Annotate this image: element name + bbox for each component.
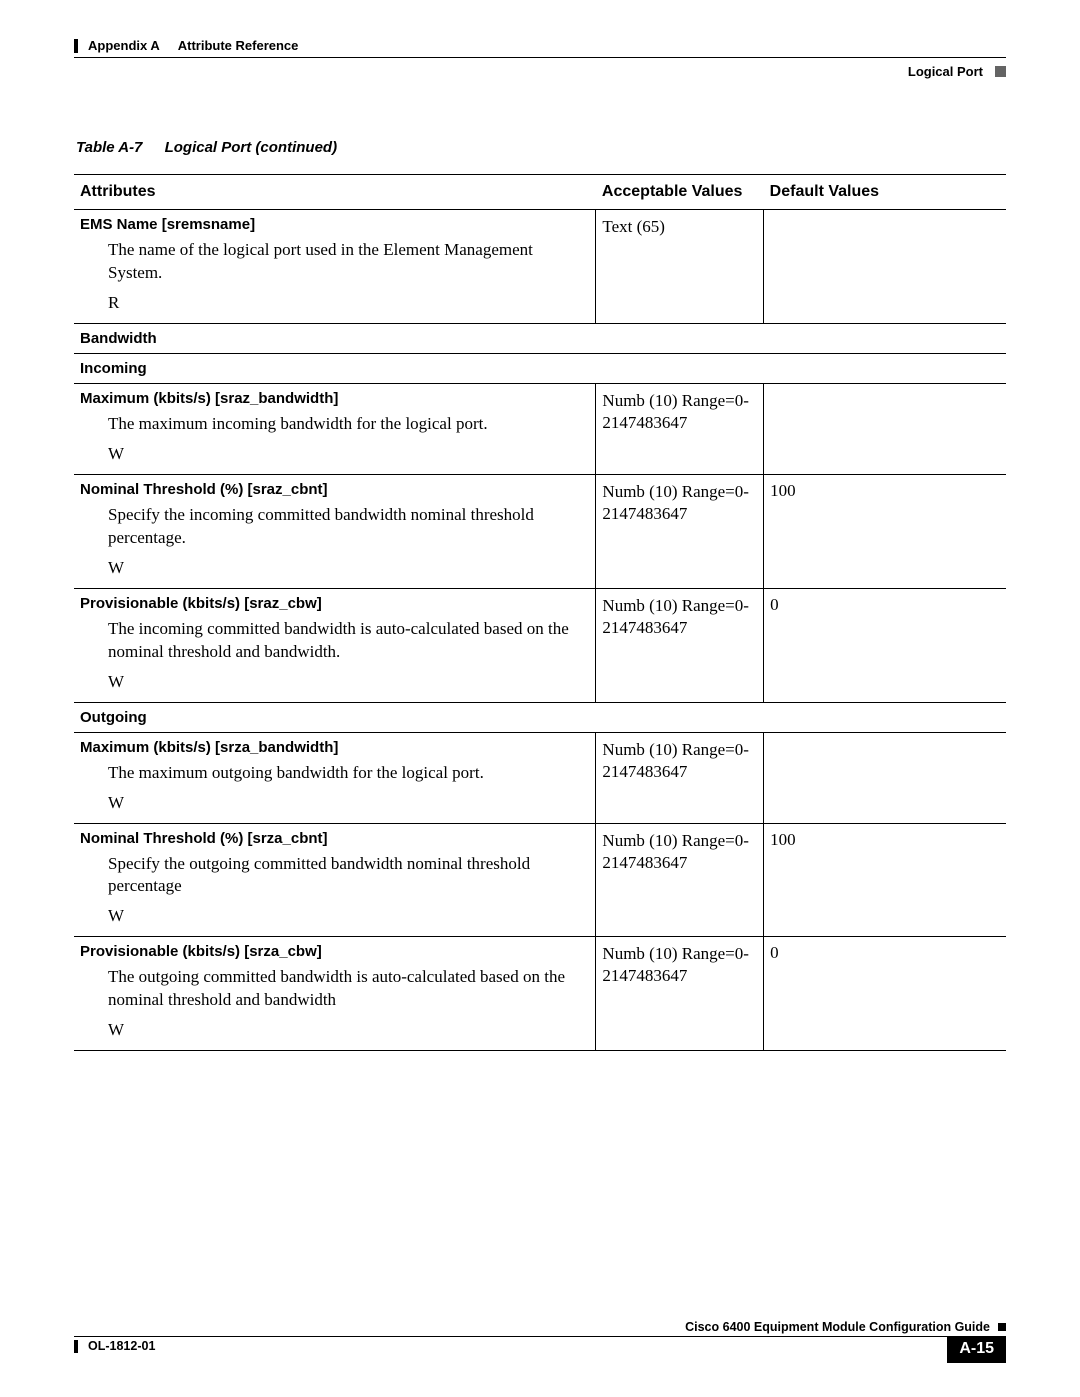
attribute-flag: W — [80, 444, 589, 464]
table-header-row: Attributes Acceptable Values Default Val… — [74, 175, 1006, 210]
section-label: Outgoing — [74, 702, 1006, 732]
acceptable-values: Numb (10) Range=0-2147483647 — [596, 474, 764, 588]
attribute-name: Provisionable (kbits/s) [srza_cbw] — [80, 943, 589, 960]
attribute-cell: Nominal Threshold (%) [sraz_cbnt] Specify… — [74, 474, 596, 588]
table-caption: Table A-7 Logical Port (continued) — [74, 139, 1006, 156]
page-content: Appendix A Attribute Reference Logical P… — [0, 0, 1080, 1051]
default-value: 100 — [764, 474, 1006, 588]
attribute-description: Specify the incoming committed bandwidth… — [80, 504, 589, 550]
footer-guide-title: Cisco 6400 Equipment Module Configuratio… — [685, 1320, 990, 1334]
attribute-cell: Provisionable (kbits/s) [srza_cbw] The ou… — [74, 937, 596, 1051]
attribute-flag: W — [80, 558, 589, 578]
section-marker-icon — [995, 66, 1006, 77]
attribute-description: The maximum outgoing bandwidth for the l… — [80, 762, 589, 785]
acceptable-values: Numb (10) Range=0-2147483647 — [596, 383, 764, 474]
attribute-cell: Provisionable (kbits/s) [sraz_cbw] The in… — [74, 588, 596, 702]
table-title: Logical Port (continued) — [165, 139, 338, 156]
attribute-name: Maximum (kbits/s) [sraz_bandwidth] — [80, 390, 589, 407]
acceptable-values: Numb (10) Range=0-2147483647 — [596, 937, 764, 1051]
attribute-description: The incoming committed bandwidth is auto… — [80, 618, 589, 664]
table-section-row: Incoming — [74, 353, 1006, 383]
col-acceptable: Acceptable Values — [596, 175, 764, 210]
default-value — [764, 732, 1006, 823]
footer-docnum: OL-1812-01 — [88, 1339, 155, 1353]
table-row: Maximum (kbits/s) [srza_bandwidth] The ma… — [74, 732, 1006, 823]
page-footer: Cisco 6400 Equipment Module Configuratio… — [74, 1320, 1006, 1363]
running-header: Appendix A Attribute Reference — [74, 38, 1006, 53]
footer-bar-icon — [74, 1340, 78, 1353]
acceptable-values: Numb (10) Range=0-2147483647 — [596, 823, 764, 937]
footer-guide-row: Cisco 6400 Equipment Module Configuratio… — [74, 1320, 1006, 1334]
default-value: 100 — [764, 823, 1006, 937]
section-name: Logical Port — [908, 64, 983, 79]
attribute-flag: R — [80, 293, 589, 313]
attribute-flag: W — [80, 672, 589, 692]
footer-square-icon — [998, 1323, 1006, 1331]
attribute-cell: EMS Name [sremsname] The name of the logi… — [74, 210, 596, 324]
acceptable-values: Text (65) — [596, 210, 764, 324]
attribute-description: The maximum incoming bandwidth for the l… — [80, 413, 589, 436]
default-value: 0 — [764, 588, 1006, 702]
table-row: Nominal Threshold (%) [srza_cbnt] Specify… — [74, 823, 1006, 937]
header-title: Attribute Reference — [178, 38, 299, 53]
section-label: Bandwidth — [74, 323, 1006, 353]
attribute-description: Specify the outgoing committed bandwidth… — [80, 853, 589, 899]
attribute-flag: W — [80, 793, 589, 813]
footer-docnum-block: OL-1812-01 — [74, 1339, 155, 1353]
default-value: 0 — [764, 937, 1006, 1051]
attribute-name: Provisionable (kbits/s) [sraz_cbw] — [80, 595, 589, 612]
table-section-row: Outgoing — [74, 702, 1006, 732]
attribute-name: Nominal Threshold (%) [srza_cbnt] — [80, 830, 589, 847]
table-row: Provisionable (kbits/s) [srza_cbw] The ou… — [74, 937, 1006, 1051]
attributes-table: Attributes Acceptable Values Default Val… — [74, 174, 1006, 1051]
attribute-description: The name of the logical port used in the… — [80, 239, 589, 285]
header-appendix: Appendix A — [88, 38, 160, 53]
attribute-cell: Maximum (kbits/s) [sraz_bandwidth] The ma… — [74, 383, 596, 474]
acceptable-values: Numb (10) Range=0-2147483647 — [596, 732, 764, 823]
default-value — [764, 383, 1006, 474]
table-row: Maximum (kbits/s) [sraz_bandwidth] The ma… — [74, 383, 1006, 474]
attribute-flag: W — [80, 906, 589, 926]
attribute-name: Nominal Threshold (%) [sraz_cbnt] — [80, 481, 589, 498]
running-subheader: Logical Port — [74, 57, 1006, 79]
attribute-description: The outgoing committed bandwidth is auto… — [80, 966, 589, 1012]
col-default: Default Values — [764, 175, 1006, 210]
attribute-name: EMS Name [sremsname] — [80, 216, 589, 233]
header-bar-icon — [74, 39, 78, 53]
attribute-flag: W — [80, 1020, 589, 1040]
acceptable-values: Numb (10) Range=0-2147483647 — [596, 588, 764, 702]
footer-rule — [74, 1336, 1006, 1337]
table-row: Provisionable (kbits/s) [sraz_cbw] The in… — [74, 588, 1006, 702]
table-row: Nominal Threshold (%) [sraz_cbnt] Specify… — [74, 474, 1006, 588]
page-number-badge: A-15 — [947, 1336, 1006, 1363]
table-number: Table A-7 — [76, 139, 142, 156]
attribute-name: Maximum (kbits/s) [srza_bandwidth] — [80, 739, 589, 756]
col-attributes: Attributes — [74, 175, 596, 210]
section-label: Incoming — [74, 353, 1006, 383]
attribute-cell: Nominal Threshold (%) [srza_cbnt] Specify… — [74, 823, 596, 937]
table-section-row: Bandwidth — [74, 323, 1006, 353]
default-value — [764, 210, 1006, 324]
table-row: EMS Name [sremsname] The name of the logi… — [74, 210, 1006, 324]
attribute-cell: Maximum (kbits/s) [srza_bandwidth] The ma… — [74, 732, 596, 823]
